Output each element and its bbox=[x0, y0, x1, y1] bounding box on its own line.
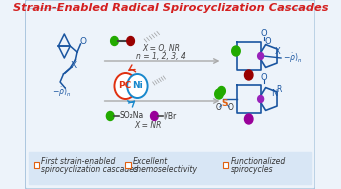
Circle shape bbox=[151, 112, 158, 121]
Text: n = 1, 2, 3, 4: n = 1, 2, 3, 4 bbox=[136, 51, 186, 60]
Circle shape bbox=[115, 73, 136, 99]
Circle shape bbox=[127, 74, 148, 98]
Text: First strain-enabled: First strain-enabled bbox=[41, 157, 116, 166]
Circle shape bbox=[258, 53, 264, 60]
Text: spirocycles: spirocycles bbox=[231, 166, 273, 174]
Text: X: X bbox=[275, 46, 281, 56]
Text: SO₂Na: SO₂Na bbox=[120, 112, 144, 121]
Circle shape bbox=[215, 89, 223, 99]
Text: O: O bbox=[79, 37, 87, 46]
Circle shape bbox=[244, 70, 253, 80]
Text: X = NR: X = NR bbox=[135, 122, 162, 130]
Text: R: R bbox=[277, 84, 282, 94]
Circle shape bbox=[218, 87, 225, 95]
Circle shape bbox=[127, 36, 134, 46]
Text: X = O, NR: X = O, NR bbox=[142, 44, 180, 53]
Text: PC: PC bbox=[118, 81, 131, 91]
Text: Functionalized: Functionalized bbox=[231, 157, 286, 166]
Circle shape bbox=[232, 46, 240, 56]
Circle shape bbox=[110, 36, 118, 46]
Text: X: X bbox=[71, 60, 77, 70]
Circle shape bbox=[258, 95, 264, 102]
Text: I/Br: I/Br bbox=[164, 112, 177, 121]
Text: Excellent: Excellent bbox=[133, 157, 168, 166]
Circle shape bbox=[244, 114, 253, 124]
Text: O: O bbox=[228, 104, 234, 112]
Bar bbox=[223, 162, 228, 168]
Text: Strain-Enabled Radical Spirocyclization Cascades: Strain-Enabled Radical Spirocyclization … bbox=[13, 3, 328, 13]
Text: $-\dot{\rho})_n$: $-\dot{\rho})_n$ bbox=[52, 85, 71, 99]
Text: $-\dot{\rho})_n$: $-\dot{\rho})_n$ bbox=[283, 51, 302, 65]
Text: Ni: Ni bbox=[132, 81, 143, 91]
Bar bbox=[34, 162, 39, 168]
Text: O: O bbox=[261, 73, 267, 81]
FancyBboxPatch shape bbox=[25, 0, 315, 189]
Text: spirocyclization cascades: spirocyclization cascades bbox=[41, 166, 138, 174]
Text: N: N bbox=[271, 90, 277, 98]
Text: O: O bbox=[264, 36, 271, 46]
Text: chemoselectivity: chemoselectivity bbox=[133, 166, 198, 174]
Bar bbox=[125, 162, 131, 168]
Text: S: S bbox=[222, 99, 228, 108]
Bar bbox=[29, 152, 311, 184]
Text: O: O bbox=[261, 29, 267, 39]
Circle shape bbox=[106, 112, 114, 121]
Text: O: O bbox=[216, 104, 222, 112]
